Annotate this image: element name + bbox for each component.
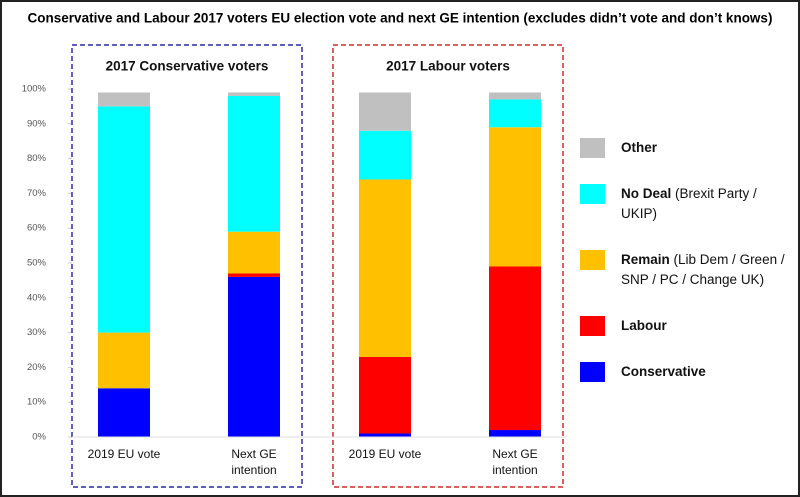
y-tick-label: 50% <box>27 258 47 269</box>
legend-item: Conservative <box>580 362 795 382</box>
legend-item: No Deal (Brexit Party / UKIP) <box>580 184 795 224</box>
bar-segment <box>359 92 411 131</box>
bar-segment <box>489 99 541 128</box>
bar-segment <box>98 92 150 107</box>
bar-segment <box>228 92 280 96</box>
legend-swatch <box>580 138 605 158</box>
x-tick-label: Next GE intention <box>492 447 538 477</box>
legend: Other No Deal (Brexit Party / UKIP) Remain… <box>580 138 795 382</box>
y-tick-label: 40% <box>27 292 47 303</box>
bar-segment <box>98 388 150 437</box>
chart-title: Conservative and Labour 2017 voters EU e… <box>28 11 773 26</box>
x-tick-label: 2019 EU vote <box>87 447 161 461</box>
group-title: 2017 Labour voters <box>386 59 510 74</box>
legend-text: Labour <box>621 316 791 336</box>
legend-swatch <box>580 184 605 204</box>
legend-label: Conservative <box>621 364 706 379</box>
legend-text: Other <box>621 138 791 158</box>
bar-segment <box>98 332 150 389</box>
legend-note: (Lib Dem / Green / SNP / PC / Change UK) <box>621 252 785 287</box>
y-tick-label: 10% <box>27 397 47 408</box>
bar-segment <box>98 106 150 333</box>
group-box <box>332 44 564 488</box>
y-tick-label: 100% <box>22 84 47 95</box>
legend-swatch <box>580 250 605 270</box>
group-title: 2017 Conservative voters <box>106 59 269 74</box>
bar-segment <box>359 356 411 434</box>
bar-segment <box>489 430 541 437</box>
x-tick-label: 2019 EU vote <box>348 447 422 461</box>
y-tick-label: 20% <box>27 362 47 373</box>
bar-segment <box>489 127 541 267</box>
bar-segment <box>228 276 280 437</box>
bar-segment <box>228 273 280 277</box>
y-tick-label: 90% <box>27 118 47 129</box>
legend-text: No Deal (Brexit Party / UKIP) <box>621 184 791 224</box>
legend-label: No Deal <box>621 186 672 201</box>
bar-segment <box>359 179 411 357</box>
legend-label: Other <box>621 140 658 155</box>
y-tick-label: 70% <box>27 188 47 199</box>
legend-swatch <box>580 362 605 382</box>
legend-item: Remain (Lib Dem / Green / SNP / PC / Cha… <box>580 250 795 290</box>
legend-swatch <box>580 316 605 336</box>
legend-text: Remain (Lib Dem / Green / SNP / PC / Cha… <box>621 250 791 290</box>
y-tick-label: 0% <box>32 432 46 443</box>
y-tick-label: 60% <box>27 223 47 234</box>
legend-note: (Brexit Party / UKIP) <box>621 186 757 221</box>
bar-segment <box>228 231 280 274</box>
legend-item: Labour <box>580 316 795 336</box>
legend-label: Labour <box>621 318 667 333</box>
legend-text: Conservative <box>621 362 791 382</box>
bar-segment <box>359 130 411 180</box>
x-tick-label: Next GE intention <box>231 447 277 477</box>
legend-label: Remain <box>621 252 670 267</box>
y-tick-label: 30% <box>27 327 47 338</box>
legend-item: Other <box>580 138 795 158</box>
bar-segment <box>489 266 541 431</box>
bar-segment <box>359 433 411 437</box>
y-tick-label: 80% <box>27 153 47 164</box>
bar-segment <box>228 95 280 232</box>
bar-segment <box>489 92 541 100</box>
group-box <box>71 44 303 488</box>
